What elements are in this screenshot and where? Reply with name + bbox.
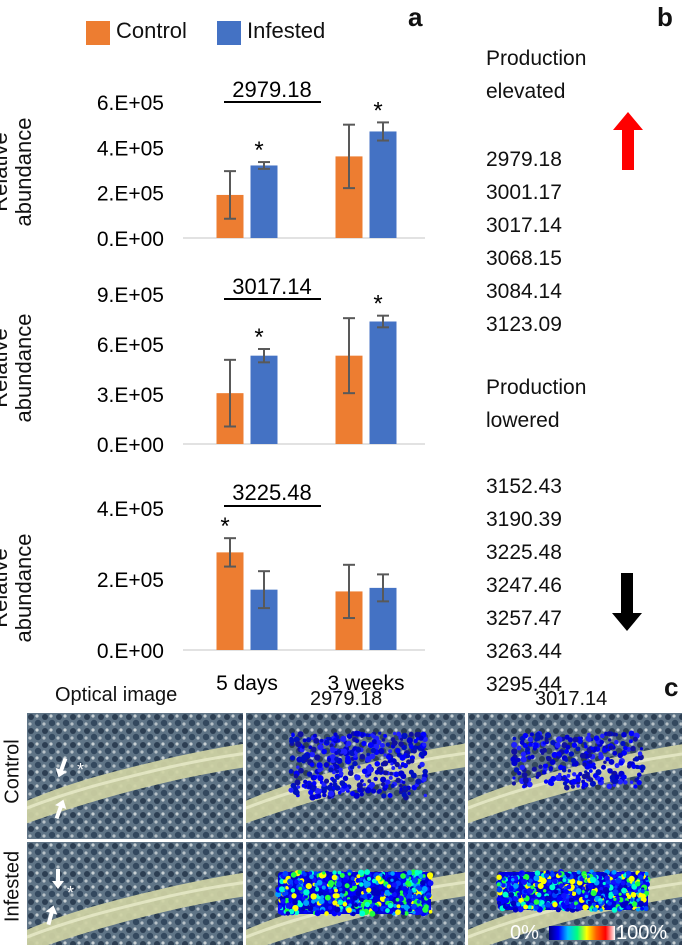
elevated-heading: Production elevated <box>486 42 586 108</box>
x-tick-label: 5 days <box>216 672 278 695</box>
arrow-icon <box>52 869 64 889</box>
x-tick-label: 3 weeks <box>327 672 404 695</box>
legend-infested-label: Infested <box>247 18 326 43</box>
elevated-mz-3: 3068.15 <box>486 247 562 270</box>
col-header-3017: 3017.14 <box>535 688 608 710</box>
y-tick-label: 6.E+05 <box>97 334 164 357</box>
y-tick-label: 2.E+05 <box>97 183 164 206</box>
lowered-mz-1: 3190.39 <box>486 508 562 531</box>
col-header-2979: 2979.18 <box>310 688 383 710</box>
elevated-mz-2: 3017.14 <box>486 214 562 237</box>
elevated-mz-1: 3001.17 <box>486 181 562 204</box>
arrow-icon <box>55 757 68 778</box>
panel-label-c: c <box>664 672 679 702</box>
lowered-mz-4: 3257.47 <box>486 607 562 630</box>
y-tick-label: 0.E+00 <box>97 228 164 251</box>
bar-infested <box>250 165 278 238</box>
tile-optical-control <box>26 712 244 840</box>
arrow-icon <box>54 799 67 820</box>
tile-3017-control <box>467 712 683 840</box>
row-label-infested: Infested <box>1 850 24 923</box>
legend-control-swatch <box>86 21 110 45</box>
lowered-mz-0: 3152.43 <box>486 475 562 498</box>
bar-infested <box>369 131 397 238</box>
y-tick-label: 2.E+05 <box>97 569 164 592</box>
lowered-mz-3: 3247.46 <box>486 574 562 597</box>
bar-infested <box>250 355 278 444</box>
lowered-heading: Production lowered <box>486 371 586 437</box>
tile-2979-infested <box>245 841 466 946</box>
legend-control-label: Control <box>116 18 187 43</box>
y-tick-label: 4.E+05 <box>97 137 164 160</box>
down-arrow-icon <box>612 573 642 631</box>
y-tick-label: 9.E+05 <box>97 284 164 307</box>
elevated-mz-4: 3084.14 <box>486 280 562 303</box>
lowered-list: 3152.43 3190.39 3225.48 3247.46 3257.47 3263.… <box>486 470 562 701</box>
elevated-heading-line2: elevated <box>486 80 566 103</box>
significance-star: * <box>220 513 229 540</box>
elevated-mz-0: 2979.18 <box>486 148 562 171</box>
chart-title: 3017.14 <box>232 274 312 299</box>
chart-title: 2979.18 <box>232 77 312 102</box>
significance-star: * <box>373 97 382 124</box>
tile-2979-control <box>245 712 466 840</box>
colorbar-min-label: 0% <box>510 922 539 944</box>
significance-star: * <box>254 137 263 164</box>
elevated-list: 2979.18 3001.17 3017.14 3068.15 3084.14 3123.… <box>486 143 562 341</box>
lowered-heading-line1: Production <box>486 376 587 399</box>
bar-infested <box>369 321 397 444</box>
chart-title: 3225.48 <box>232 480 312 505</box>
y-tick-label: 3.E+05 <box>97 384 164 407</box>
arrow-icon <box>45 905 58 926</box>
optical-marker-control: * <box>77 760 85 780</box>
lowered-mz-6: 3295.44 <box>486 673 562 696</box>
row-label-control: Control <box>1 739 24 804</box>
legend-infested-swatch <box>217 21 241 45</box>
lowered-mz-2: 3225.48 <box>486 541 562 564</box>
up-arrow-icon <box>613 112 643 170</box>
tile-3017-infested <box>467 841 683 946</box>
panel-label-a: a <box>408 2 423 32</box>
bar-control <box>216 552 244 650</box>
significance-star: * <box>373 291 382 318</box>
legend: Control Infested <box>86 15 356 49</box>
y-tick-label: 0.E+00 <box>97 640 164 663</box>
colorbar <box>549 926 615 940</box>
significance-star: * <box>254 324 263 351</box>
elevated-mz-5: 3123.09 <box>486 313 562 336</box>
tile-optical-infested <box>26 841 244 946</box>
y-tick-label: 4.E+05 <box>97 498 164 521</box>
lowered-heading-line2: lowered <box>486 409 560 432</box>
lowered-mz-5: 3263.44 <box>486 640 562 663</box>
elevated-heading-line1: Production <box>486 47 587 70</box>
y-tick-label: 0.E+00 <box>97 434 164 457</box>
y-tick-label: 6.E+05 <box>97 92 164 115</box>
panel-label-b: b <box>657 2 673 32</box>
colorbar-max-label: 100% <box>616 922 668 944</box>
optical-marker-infested: * <box>67 883 75 903</box>
col-header-optical: Optical image <box>55 684 178 706</box>
